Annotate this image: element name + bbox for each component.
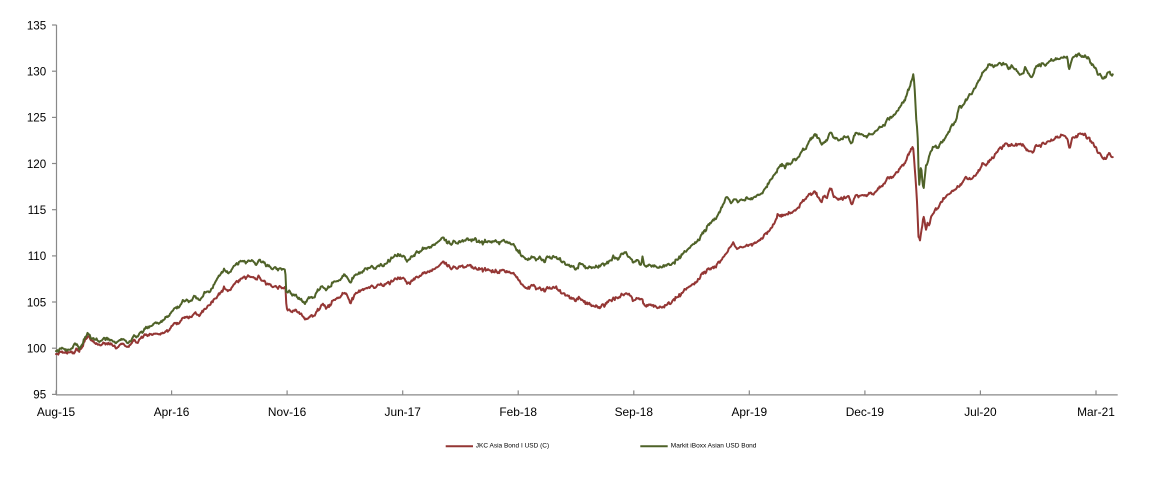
svg-text:100: 100 [27, 343, 46, 356]
svg-text:Apr-19: Apr-19 [731, 405, 767, 419]
svg-text:Sep-18: Sep-18 [615, 405, 654, 419]
svg-text:Jul-20: Jul-20 [964, 405, 997, 419]
svg-text:130: 130 [27, 66, 46, 79]
svg-text:135: 135 [27, 19, 46, 32]
svg-text:125: 125 [27, 112, 46, 125]
svg-text:105: 105 [27, 296, 46, 309]
svg-text:Feb-18: Feb-18 [499, 405, 537, 419]
svg-text:Nov-16: Nov-16 [268, 405, 307, 419]
svg-text:Markit iBoxx Asian USD Bond: Markit iBoxx Asian USD Bond [671, 443, 757, 450]
svg-text:Mar-21: Mar-21 [1077, 405, 1115, 419]
svg-text:Dec-19: Dec-19 [846, 405, 885, 419]
svg-text:JKC Asia Bond I USD (C): JKC Asia Bond I USD (C) [476, 443, 549, 450]
svg-text:95: 95 [33, 389, 46, 402]
svg-text:115: 115 [28, 204, 46, 217]
svg-text:Jun-17: Jun-17 [385, 405, 422, 419]
svg-text:Aug-15: Aug-15 [37, 405, 76, 419]
svg-text:Apr-16: Apr-16 [154, 405, 190, 419]
svg-text:110: 110 [28, 250, 46, 263]
svg-text:120: 120 [27, 158, 46, 171]
